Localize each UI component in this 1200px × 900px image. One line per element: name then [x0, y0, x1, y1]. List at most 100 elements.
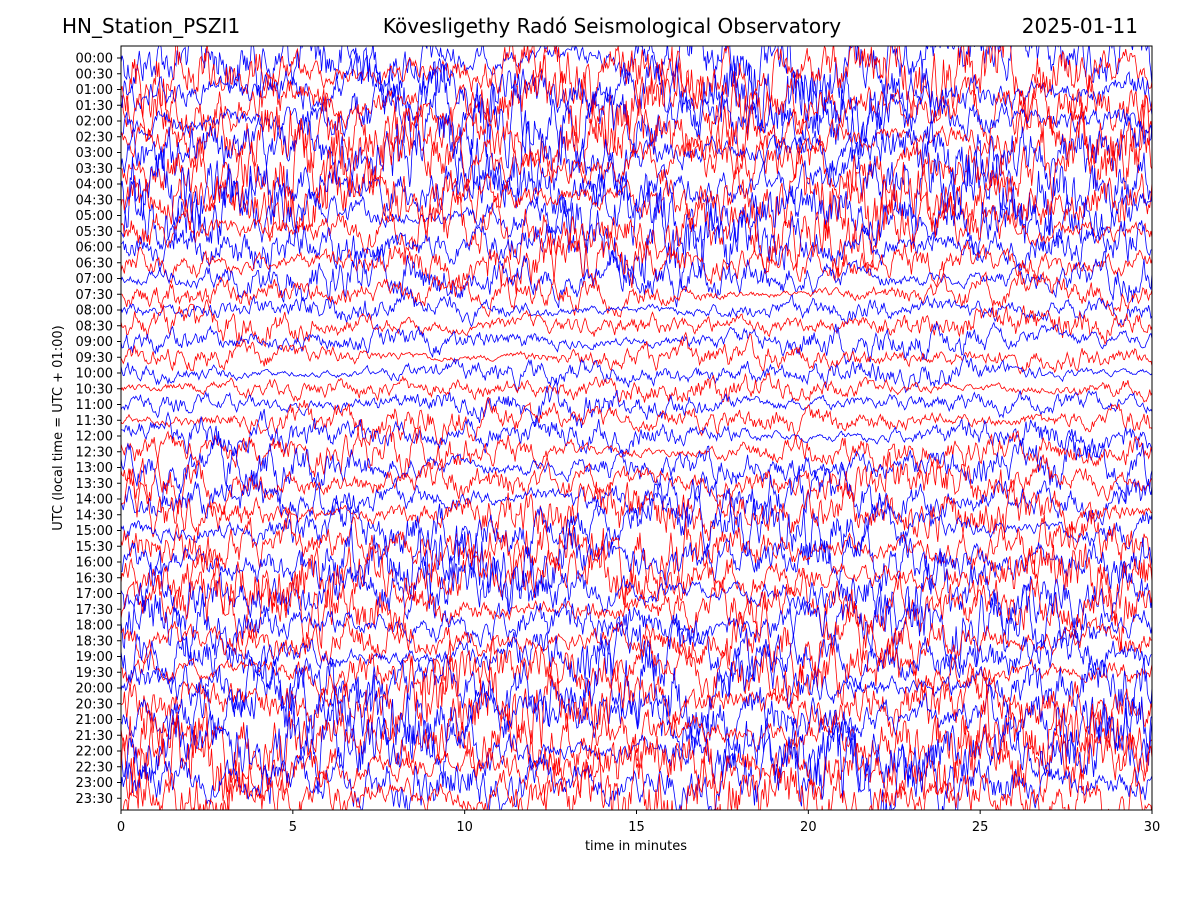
- seismic-trace: [121, 298, 1152, 348]
- seismic-trace: [121, 469, 1152, 543]
- seismic-trace: [121, 95, 1152, 218]
- station-name: HN_Station_PSZI1: [62, 14, 241, 38]
- seismic-trace: [121, 482, 1152, 566]
- y-axis-label: UTC (local time = UTC + 01:00): [51, 325, 66, 530]
- seismic-trace: [121, 698, 1152, 804]
- y-tick-label: 11:00: [76, 398, 113, 413]
- y-tick-label: 06:30: [76, 256, 113, 271]
- seismic-trace: [122, 738, 1152, 810]
- x-axis-label: time in minutes: [585, 839, 687, 854]
- y-tick-label: 20:30: [76, 697, 113, 712]
- seismic-trace: [121, 613, 1152, 698]
- y-tick-label: 07:30: [76, 288, 113, 303]
- seismic-trace: [121, 645, 1152, 766]
- seismic-trace: [121, 92, 1152, 208]
- y-tick-label: 19:30: [76, 666, 113, 681]
- seismic-trace: [121, 509, 1152, 605]
- y-tick-label: 04:00: [76, 178, 113, 193]
- y-tick-label: 03:30: [76, 162, 113, 177]
- seismic-trace: [121, 540, 1152, 624]
- seismic-trace: [121, 321, 1152, 365]
- x-tick-label: 30: [1144, 820, 1161, 835]
- y-tick-label: 15:30: [76, 540, 113, 555]
- x-tick-label: 25: [972, 820, 989, 835]
- seismic-trace: [121, 702, 1152, 810]
- y-axis: 00:0000:3001:0001:3002:0002:3003:0003:30…: [76, 52, 121, 807]
- seismic-trace: [121, 147, 1152, 255]
- y-tick-label: 04:30: [76, 193, 113, 208]
- seismic-trace: [121, 425, 1152, 507]
- y-tick-label: 21:00: [76, 713, 113, 728]
- x-tick-label: 5: [289, 820, 297, 835]
- seismic-trace: [121, 518, 1152, 615]
- y-tick-label: 07:00: [76, 272, 113, 287]
- seismic-trace: [121, 638, 1152, 743]
- seismic-trace: [121, 243, 1152, 309]
- seismic-trace: [121, 270, 1152, 318]
- trace-group: [121, 46, 1152, 810]
- seismic-trace: [121, 285, 1152, 328]
- seismic-trace: [121, 424, 1152, 481]
- y-tick-label: 08:30: [76, 319, 113, 334]
- seismic-trace: [121, 354, 1152, 394]
- seismic-trace: [121, 377, 1152, 429]
- y-tick-label: 14:30: [76, 508, 113, 523]
- chart-title: Kövesligethy Radó Seismological Observat…: [382, 14, 842, 38]
- y-tick-label: 02:30: [76, 130, 113, 145]
- seismic-trace: [121, 180, 1152, 282]
- x-tick-label: 20: [800, 820, 817, 835]
- seismic-trace: [121, 50, 1152, 156]
- seismic-trace: [121, 46, 1152, 116]
- seismic-trace: [121, 168, 1152, 275]
- y-tick-label: 17:30: [76, 603, 113, 618]
- y-tick-label: 00:00: [76, 52, 113, 67]
- y-tick-label: 13:00: [76, 461, 113, 476]
- y-tick-label: 21:30: [76, 729, 113, 744]
- seismic-trace: [121, 372, 1152, 403]
- y-tick-label: 18:30: [76, 634, 113, 649]
- y-tick-label: 10:30: [76, 382, 113, 397]
- seismic-trace: [121, 58, 1152, 185]
- seismic-trace: [121, 331, 1152, 375]
- x-tick-label: 0: [117, 820, 125, 835]
- y-tick-label: 23:00: [76, 776, 113, 791]
- y-tick-label: 09:00: [76, 335, 113, 350]
- seismic-trace: [121, 221, 1152, 297]
- x-tick-label: 15: [628, 820, 645, 835]
- seismic-trace: [121, 721, 1152, 810]
- y-tick-label: 05:30: [76, 225, 113, 240]
- y-tick-label: 03:00: [76, 146, 113, 161]
- seismic-trace: [121, 589, 1152, 702]
- y-tick-label: 22:00: [76, 745, 113, 760]
- y-tick-label: 16:30: [76, 571, 113, 586]
- y-tick-label: 20:00: [76, 682, 113, 697]
- y-tick-label: 12:30: [76, 445, 113, 460]
- y-tick-label: 23:30: [76, 792, 113, 807]
- y-tick-label: 01:30: [76, 99, 113, 114]
- y-tick-label: 18:00: [76, 619, 113, 634]
- y-tick-label: 05:00: [76, 209, 113, 224]
- chart-date: 2025-01-11: [1021, 14, 1138, 38]
- y-tick-label: 12:00: [76, 430, 113, 445]
- y-tick-label: 15:00: [76, 524, 113, 539]
- y-tick-label: 00:30: [76, 67, 113, 82]
- seismic-trace: [121, 566, 1152, 655]
- seismic-trace: [121, 134, 1152, 244]
- y-tick-label: 09:30: [76, 351, 113, 366]
- y-tick-label: 06:00: [76, 241, 113, 256]
- y-tick-label: 16:00: [76, 556, 113, 571]
- seismic-trace: [121, 408, 1152, 461]
- x-axis: 0 5 10 15 20 25 30: [117, 810, 1160, 835]
- y-tick-label: 02:00: [76, 115, 113, 130]
- seismic-trace: [121, 452, 1152, 515]
- y-tick-label: 11:30: [76, 414, 113, 429]
- y-tick-label: 19:00: [76, 650, 113, 665]
- y-tick-label: 22:30: [76, 760, 113, 775]
- seismic-trace: [121, 396, 1152, 446]
- y-tick-label: 13:30: [76, 477, 113, 492]
- y-tick-label: 17:00: [76, 587, 113, 602]
- y-tick-label: 01:00: [76, 83, 113, 98]
- y-tick-label: 14:00: [76, 493, 113, 508]
- y-tick-label: 10:00: [76, 367, 113, 382]
